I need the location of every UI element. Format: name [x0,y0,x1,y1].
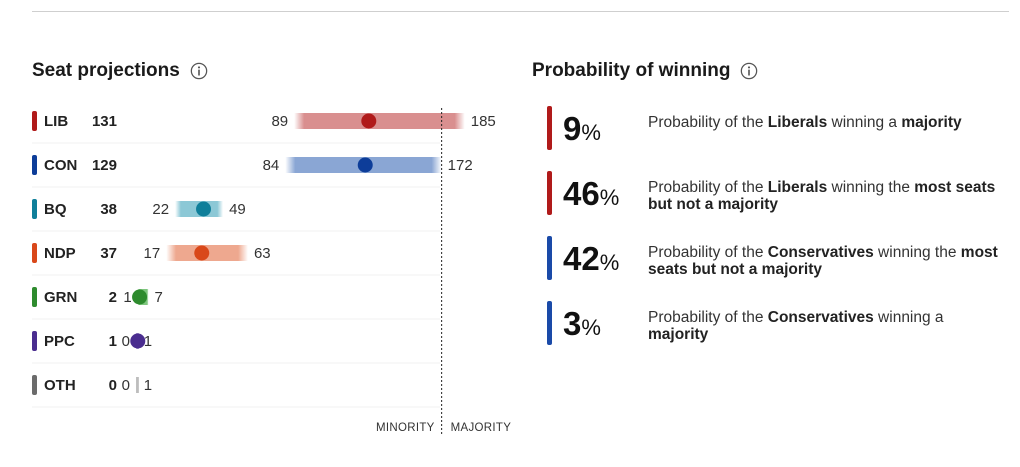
seat-point-ppc [130,333,146,349]
range-band-lib [294,113,465,129]
description-middle: winning a [827,114,902,131]
description-prefix: Probability of the [648,244,768,261]
outcome: most seats but not a majority [648,244,998,278]
seat-point-lib [361,113,377,129]
range-high-oth: 1 [144,377,152,394]
probability-description: Probability of the Liberals winning the … [648,179,998,213]
percent-sign: % [599,250,620,275]
party-code-oth: OTH [44,377,76,394]
range-high-ndp: 63 [254,245,271,262]
description-middle: winning the [827,179,915,196]
top-divider [32,11,1009,12]
seat-count-oth: 0 [109,377,117,394]
outcome: majority [648,326,709,343]
seat-count-grn: 2 [109,289,117,306]
percent-sign: % [581,315,601,340]
range-high-ppc: 1 [144,333,152,350]
seat-count-ndp: 37 [100,245,117,262]
party-code-con: CON [44,157,77,174]
party-color-bar [547,301,552,345]
seat-point-bq [196,201,212,217]
seat-count-con: 129 [92,157,117,174]
minority-label: MINORITY [376,422,435,434]
probability-number: 42 [563,240,600,277]
party-color-tab-grn [32,287,37,307]
percent-sign: % [599,185,620,210]
seat-point-ndp [194,245,210,261]
probability-number: 3 [563,305,582,342]
party-color-tab-lib [32,111,37,131]
probability-title-text: Probability of winning [532,60,731,81]
range-high-grn: 7 [154,289,162,306]
description-prefix: Probability of the [648,309,768,326]
seat-projections-title-text: Seat projections [32,60,180,81]
range-high-bq: 49 [229,201,246,218]
party-code-ppc: PPC [44,333,75,350]
party-name: Conservatives [767,244,874,261]
range-high-lib: 185 [471,113,496,130]
party-color-bar [547,171,552,215]
probability-description: Probability of the Conservatives winning… [648,309,998,343]
description-middle: winning a [873,309,944,326]
range-low-ppc: 0 [122,333,130,350]
majority-label: MAJORITY [451,422,512,434]
description-prefix: Probability of the [648,114,768,131]
party-code-lib: LIB [44,113,68,130]
probability-number: 9 [563,110,582,147]
range-high-con: 172 [448,157,473,174]
party-code-ndp: NDP [44,245,76,262]
probability-value: 42% [563,240,619,278]
party-code-grn: GRN [44,289,77,306]
party-color-tab-oth [32,375,37,395]
probability-description: Probability of the Conservatives winning… [648,244,998,278]
party-code-bq: BQ [44,201,67,218]
probability-description: Probability of the Liberals winning a ma… [648,114,998,131]
probability-item: 9% Probability of the Liberals winning a … [547,104,1007,169]
range-low-con: 84 [263,157,280,174]
party-name: Liberals [767,114,828,131]
probability-item: 3% Probability of the Conservatives winni… [547,299,1007,364]
party-color-tab-ndp [32,243,37,263]
range-low-grn: 1 [123,289,131,306]
seat-count-bq: 38 [100,201,117,218]
probability-item: 46% Probability of the Liberals winning t… [547,169,1007,234]
party-name: Conservatives [767,309,874,326]
seat-count-lib: 131 [92,113,117,130]
info-icon[interactable] [740,62,758,80]
range-low-oth: 0 [122,377,130,394]
seat-projections-title: Seat projections [32,60,208,82]
percent-sign: % [581,120,601,145]
outcome: majority [901,114,962,131]
party-color-tab-bq [32,199,37,219]
description-middle: winning the [873,244,961,261]
description-prefix: Probability of the [648,179,768,196]
probability-list: 9% Probability of the Liberals winning a … [547,104,1007,364]
probability-value: 3% [563,305,601,343]
party-color-tab-ppc [32,331,37,351]
info-icon[interactable] [190,62,208,80]
range-low-ndp: 17 [144,245,161,262]
seat-count-ppc: 1 [109,333,117,350]
probability-value: 9% [563,110,601,148]
seat-point-con [357,157,373,173]
party-color-bar [547,236,552,280]
party-color-tab-con [32,155,37,175]
probability-title: Probability of winning [532,60,758,82]
probability-value: 46% [563,175,619,213]
seat-point-grn [132,289,148,305]
party-name: Liberals [767,179,828,196]
probability-number: 46 [563,175,600,212]
party-color-bar [547,106,552,150]
outcome: most seats but not a majority [648,179,996,213]
range-low-lib: 89 [271,113,288,130]
range-low-bq: 22 [152,201,169,218]
probability-item: 42% Probability of the Conservatives winn… [547,234,1007,299]
